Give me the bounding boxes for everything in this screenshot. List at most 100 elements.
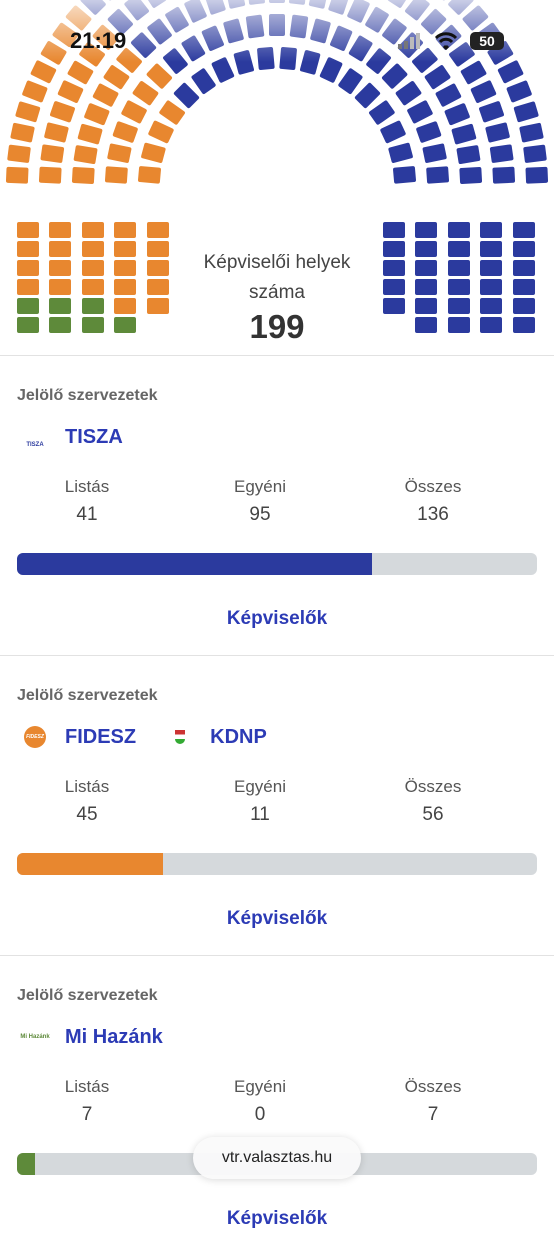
- signal-icon: [398, 33, 420, 49]
- org-logo-text: Mi Hazánk: [20, 1034, 50, 1040]
- seat: [137, 166, 161, 184]
- seat: [383, 298, 405, 314]
- organization[interactable]: FIDESZ FIDESZ: [17, 722, 136, 752]
- progress-fill: [17, 853, 164, 875]
- seat: [513, 222, 535, 238]
- seat: [415, 260, 437, 276]
- seat: [513, 101, 539, 123]
- seat: [448, 298, 470, 314]
- seat: [132, 81, 159, 106]
- seat: [407, 100, 433, 124]
- seat: [480, 298, 502, 314]
- section-heading: Jelölő szervezetek: [17, 987, 158, 1004]
- seat: [147, 298, 169, 314]
- seat-chart: 50: [0, 0, 554, 333]
- wifi-icon: [434, 32, 458, 51]
- seat: [424, 65, 451, 90]
- progress-track: [17, 853, 537, 875]
- org-logo: Mi Hazánk: [17, 1022, 53, 1052]
- seat: [104, 166, 128, 184]
- seat: [415, 222, 437, 238]
- organization[interactable]: Mi Hazánk Mi Hazánk: [17, 1022, 162, 1052]
- representatives-button[interactable]: Képviselők: [226, 1208, 328, 1229]
- organization[interactable]: KDNP KDNP: [162, 722, 267, 752]
- stat-value: 7: [427, 1104, 439, 1125]
- seat: [369, 100, 395, 125]
- seat: [40, 144, 65, 163]
- seat: [479, 101, 504, 123]
- stat-value: 41: [76, 504, 98, 525]
- clock: 21:19: [70, 28, 127, 53]
- org-name: KDNP: [210, 725, 267, 748]
- seat: [17, 279, 39, 295]
- seat: [480, 241, 502, 257]
- seat: [10, 122, 35, 143]
- stat-label: Listás: [64, 1077, 110, 1096]
- seat: [103, 65, 130, 90]
- seat: [338, 68, 363, 94]
- seat: [22, 80, 48, 103]
- seat: [92, 83, 119, 107]
- seat: [49, 260, 71, 276]
- seat: [49, 317, 71, 333]
- seat: [497, 60, 524, 84]
- seat: [15, 101, 41, 123]
- seat: [50, 101, 75, 123]
- stat-value: 7: [81, 1104, 93, 1125]
- seat: [67, 60, 94, 85]
- seat: [513, 317, 535, 333]
- stat-label: Egyéni: [234, 1077, 286, 1096]
- organization[interactable]: TISZA TISZA: [17, 422, 122, 452]
- page: 50 21:19 Képviselői helyek száma 199 Jel…: [0, 0, 554, 1229]
- seat: [17, 298, 39, 314]
- org-logo-text: KDNP: [175, 730, 186, 744]
- seat: [82, 222, 104, 238]
- party-card: Jelölő szervezetek Mi Hazánk Mi Hazánk List…: [0, 955, 554, 1256]
- stat-value: 136: [417, 504, 449, 525]
- seat: [82, 260, 104, 276]
- organizations: TISZA TISZA: [17, 422, 122, 452]
- seat: [388, 142, 413, 163]
- seat: [381, 63, 408, 89]
- seat: [146, 63, 173, 89]
- seat: [480, 222, 502, 238]
- org-logo-text: TISZA: [26, 442, 44, 448]
- stat-label: Összes: [404, 777, 462, 796]
- seat: [38, 166, 62, 184]
- seat: [456, 145, 481, 164]
- stat-value: 95: [249, 504, 271, 525]
- stat-label: Listás: [64, 777, 110, 796]
- org-name: FIDESZ: [65, 725, 137, 748]
- progress-fill: [17, 553, 373, 575]
- stat-value: 45: [76, 804, 98, 825]
- seat: [5, 166, 29, 184]
- seat: [415, 317, 437, 333]
- seat: [114, 241, 136, 257]
- seat: [17, 241, 39, 257]
- seat: [77, 123, 103, 145]
- seat: [147, 241, 169, 257]
- seat: [383, 222, 405, 238]
- representatives-button[interactable]: Képviselők: [226, 908, 328, 929]
- seat: [17, 222, 39, 238]
- seat: [49, 241, 71, 257]
- section-heading: Jelölő szervezetek: [17, 387, 158, 404]
- seat: [393, 166, 417, 184]
- seat: [459, 167, 483, 184]
- representatives-button[interactable]: Képviselők: [226, 608, 328, 629]
- seat: [435, 83, 462, 107]
- url-bar[interactable]: vtr.valasztas.hu: [193, 1137, 361, 1179]
- seat: [159, 100, 185, 125]
- organizations: FIDESZ FIDESZ KDNP KDNP: [17, 722, 267, 752]
- progress-fill: [17, 1153, 36, 1175]
- seat: [82, 241, 104, 257]
- seat: [49, 298, 71, 314]
- seat: [114, 317, 136, 333]
- battery-level: 50: [479, 33, 495, 49]
- seat: [395, 81, 422, 106]
- seat: [319, 57, 343, 83]
- seat: [506, 80, 532, 103]
- seat: [525, 166, 549, 184]
- seat: [112, 121, 138, 143]
- seat: [114, 222, 136, 238]
